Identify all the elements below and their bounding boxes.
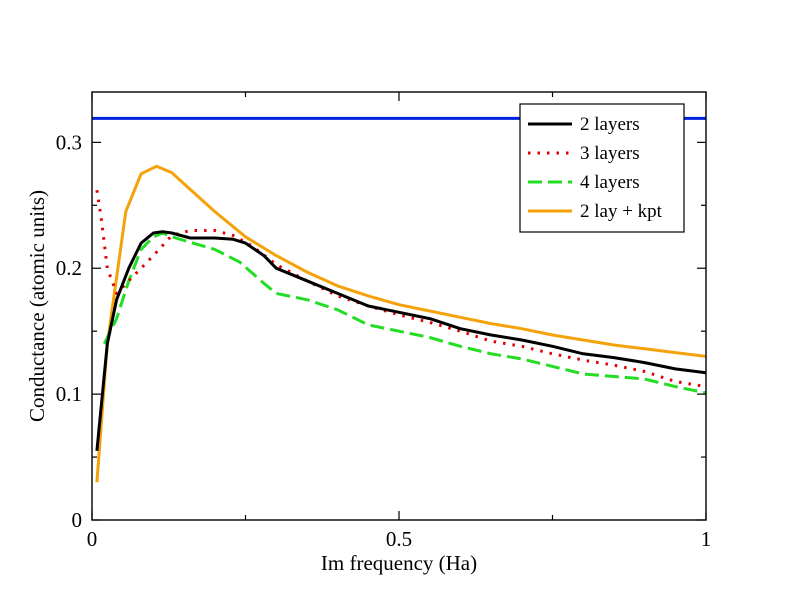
series-line-2-layers <box>95 230 706 451</box>
x-tick-label: 1 <box>701 527 712 551</box>
legend-label-4-layers: 4 layers <box>580 172 640 193</box>
y-tick-label: 0 <box>72 508 83 532</box>
legend-label-3-layers: 3 layers <box>580 143 640 164</box>
y-axis-label: Conductance (atomic units) <box>25 190 49 422</box>
x-axis-label: Im frequency (Ha) <box>321 551 477 575</box>
x-tick-label: 0.5 <box>386 527 412 551</box>
series-line-2-lay-kpt <box>95 164 706 483</box>
legend-label-2-lay-kpt: 2 lay + kpt <box>580 201 663 222</box>
x-tick-label: 0 <box>87 527 98 551</box>
y-tick-label: 0.1 <box>56 382 82 406</box>
y-tick-label: 0.2 <box>56 256 82 280</box>
series-line-4-layers <box>102 231 706 395</box>
y-tick-label: 0.3 <box>56 130 82 154</box>
legend-label-2-layers: 2 layers <box>580 114 640 135</box>
